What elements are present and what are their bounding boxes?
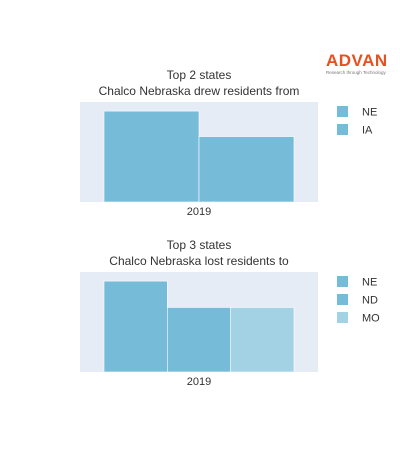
bar-mo[interactable] — [230, 307, 295, 373]
advan-logo: ADVAN Research through Technology — [326, 52, 394, 78]
legend-swatch-nd[interactable] — [337, 294, 348, 305]
x-tick-label: 2019 — [187, 206, 211, 218]
chart-subtitle: Chalco Nebraska lost residents to — [109, 254, 289, 268]
bar-ne[interactable] — [103, 280, 168, 373]
legend-label-ne[interactable]: NE — [362, 107, 377, 119]
chart-subtitle: Chalco Nebraska drew residents from — [99, 84, 300, 98]
legend-swatch-ne[interactable] — [337, 106, 348, 117]
chart-drew-residents: Top 2 states Chalco Nebraska drew residen… — [80, 68, 377, 218]
legend-label-ia[interactable]: IA — [362, 125, 373, 137]
legend-swatch-ia[interactable] — [337, 124, 348, 135]
bar-ia[interactable] — [198, 136, 295, 203]
x-tick-label: 2019 — [187, 376, 211, 388]
chart-title: Top 3 states — [167, 238, 232, 252]
logo-tagline: Research through Technology — [326, 70, 386, 75]
chart-lost-residents: Top 3 states Chalco Nebraska lost residen… — [80, 238, 380, 388]
logo-wordmark: ADVAN — [326, 51, 388, 70]
legend-swatch-mo[interactable] — [337, 312, 348, 323]
bar-ne[interactable] — [103, 110, 200, 203]
chart-title: Top 2 states — [167, 68, 232, 82]
legend-swatch-ne[interactable] — [337, 276, 348, 287]
legend-label-mo[interactable]: MO — [362, 313, 380, 325]
bar-nd[interactable] — [167, 307, 231, 373]
legend-label-ne[interactable]: NE — [362, 277, 377, 289]
legend-label-nd[interactable]: ND — [362, 295, 378, 307]
